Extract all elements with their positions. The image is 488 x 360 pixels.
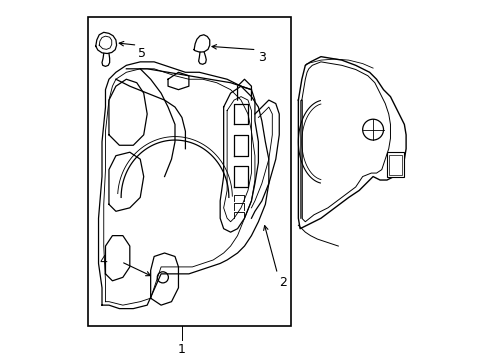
Text: 1: 1 bbox=[178, 343, 185, 356]
Bar bbox=[386, 152, 404, 176]
Text: 2: 2 bbox=[279, 276, 286, 289]
Polygon shape bbox=[298, 57, 405, 229]
Bar bbox=[388, 155, 401, 175]
Text: 5: 5 bbox=[138, 47, 146, 60]
Bar bbox=[88, 17, 291, 326]
Text: 3: 3 bbox=[257, 51, 265, 64]
Text: 4: 4 bbox=[99, 254, 107, 267]
